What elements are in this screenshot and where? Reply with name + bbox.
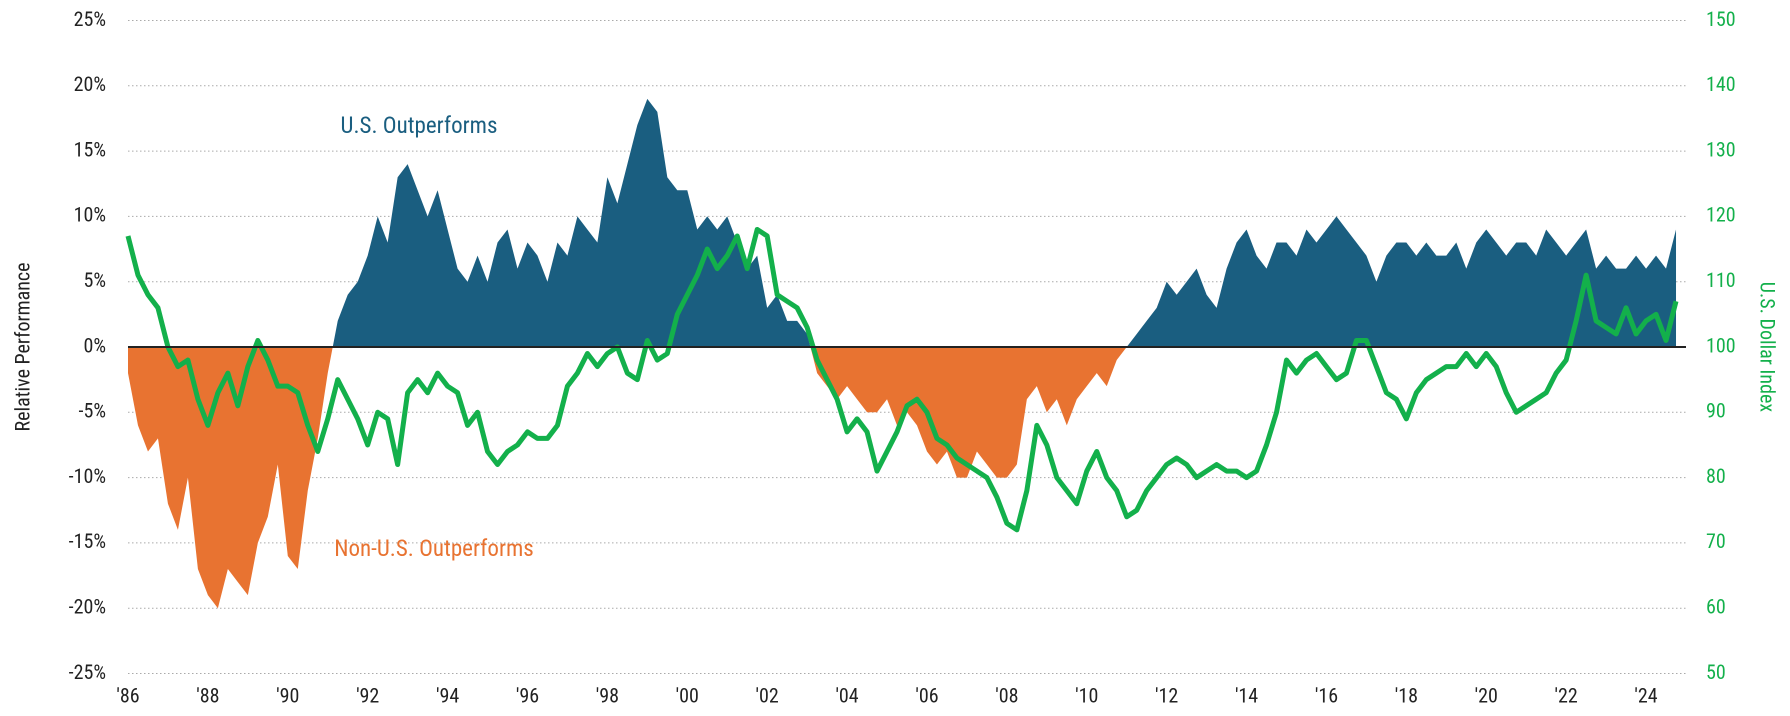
x-tick-label: '18 <box>1395 683 1418 707</box>
x-tick-label: '94 <box>436 683 459 707</box>
annotation: U.S. Outperforms <box>341 112 498 139</box>
areas <box>128 98 1677 609</box>
x-tick-label: '90 <box>276 683 299 707</box>
x-tick-label: '92 <box>356 683 379 707</box>
dollar-index-line <box>125 226 1679 533</box>
y-tick-label: 0% <box>83 333 106 357</box>
x-tick-label: '00 <box>676 683 699 707</box>
x-tick-label: '08 <box>995 683 1018 707</box>
y2-tick-label: 80 <box>1706 464 1726 488</box>
y-tick-label: -25% <box>69 660 106 684</box>
y-axis-title: Relative Performance <box>10 262 34 431</box>
annotation: Non-U.S. Outperforms <box>334 535 534 562</box>
x-tick-label: '16 <box>1315 683 1338 707</box>
x-tick-label: '12 <box>1155 683 1178 707</box>
labels: 25% 20% 15% 10% 5% 0% -5% -10% -15% -20% -25% 150 14… <box>69 7 1736 708</box>
lines <box>125 226 1686 533</box>
y-tick-label: 5% <box>83 268 106 292</box>
y-tick-label: -15% <box>69 529 106 553</box>
y2-axis-title: U.S. Dollar Index <box>1756 282 1780 413</box>
x-tick-label: '24 <box>1634 683 1657 707</box>
x-tick-label: '10 <box>1075 683 1098 707</box>
y2-tick-label: 150 <box>1706 7 1736 31</box>
y2-tick-label: 90 <box>1706 399 1726 423</box>
y-tick-label: 10% <box>74 203 106 227</box>
y2-tick-label: 50 <box>1706 660 1726 684</box>
y2-tick-label: 110 <box>1706 268 1736 292</box>
y-tick-label: 20% <box>74 72 106 96</box>
y2-tick-label: 130 <box>1706 137 1736 161</box>
x-tick-label: '98 <box>596 683 619 707</box>
x-tick-label: '02 <box>756 683 779 707</box>
y2-tick-label: 120 <box>1706 203 1736 227</box>
area-positive <box>128 98 1677 347</box>
y-tick-label: 25% <box>74 7 106 31</box>
x-tick-label: '06 <box>915 683 938 707</box>
y-tick-label: -5% <box>79 399 107 423</box>
x-tick-label: '88 <box>196 683 219 707</box>
y-tick-label: -20% <box>69 594 106 618</box>
y2-tick-label: 140 <box>1706 72 1736 96</box>
y2-tick-label: 60 <box>1706 594 1726 618</box>
x-tick-label: '20 <box>1475 683 1498 707</box>
y2-tick-label: 70 <box>1706 529 1726 553</box>
area-negative <box>128 347 1677 609</box>
x-tick-label: '14 <box>1235 683 1258 707</box>
x-tick-label: '96 <box>516 683 539 707</box>
y-tick-label: -10% <box>69 464 106 488</box>
x-tick-label: '22 <box>1555 683 1578 707</box>
y-tick-label: 15% <box>74 137 106 161</box>
x-tick-label: '04 <box>835 683 858 707</box>
y2-tick-label: 100 <box>1706 333 1736 357</box>
x-tick-label: '86 <box>116 683 139 707</box>
